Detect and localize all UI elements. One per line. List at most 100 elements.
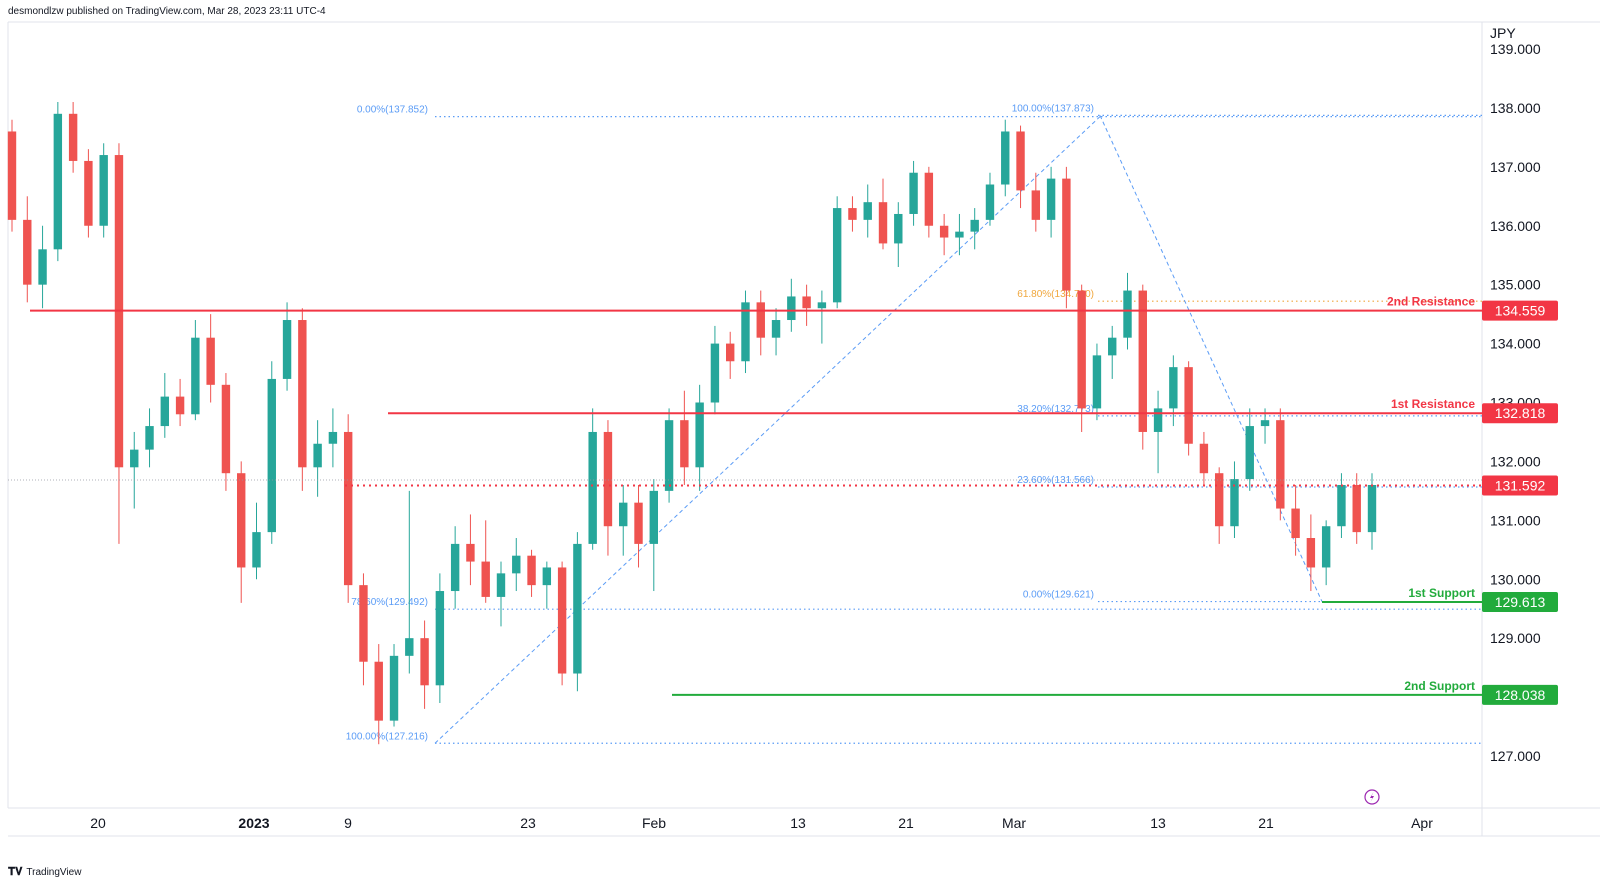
candle-body	[1046, 178, 1056, 220]
candle-body	[1062, 178, 1071, 291]
price-axis[interactable]: 127.000128.000129.000130.000131.000132.0…	[1490, 41, 1541, 764]
fib-level-label: 61.80%(134.720)	[1017, 289, 1094, 300]
candle-body	[1230, 479, 1239, 527]
candle-body	[664, 420, 674, 491]
currency-label: JPY	[1490, 25, 1516, 41]
candle-body	[1169, 367, 1178, 409]
candle-body	[985, 184, 995, 220]
price-label-badge	[1482, 592, 1558, 613]
candle-body	[53, 113, 63, 250]
price-tick-label: 129.000	[1490, 630, 1541, 646]
time-tick-label: Mar	[1002, 815, 1026, 831]
price-tick-label: 135.000	[1490, 277, 1541, 293]
candle-body	[221, 384, 231, 474]
candle-body	[389, 655, 399, 721]
price-label-text: 128.038	[1495, 687, 1546, 703]
publish-info: desmondlzw published on TradingView.com,…	[8, 6, 326, 17]
price-label-badge	[1482, 475, 1558, 496]
candle-body	[145, 426, 154, 450]
time-tick-label: 23	[520, 815, 536, 831]
level-name-label: 1st Resistance	[1391, 397, 1475, 411]
candle-body	[267, 378, 276, 533]
candle-body	[955, 231, 964, 238]
candle-body	[1153, 408, 1163, 432]
price-tick-label: 132.000	[1490, 453, 1541, 469]
time-tick-label: 13	[1150, 815, 1166, 831]
candle-body	[512, 555, 521, 574]
time-tick-label: 9	[344, 815, 352, 831]
price-label-text: 134.559	[1495, 303, 1546, 319]
tradingview-logo-text: TradingView	[26, 867, 82, 878]
candle-body	[1199, 443, 1209, 474]
fib-level-label: 0.00%(129.621)	[1023, 590, 1094, 601]
candle-body	[450, 543, 460, 592]
price-tick-label: 139.000	[1490, 41, 1541, 57]
footer[interactable]: 𝐓𝐕 TradingView	[8, 866, 81, 879]
candle-body	[863, 202, 872, 220]
candle-body	[603, 431, 613, 527]
tradingview-logo-icon: 𝐓𝐕	[8, 866, 23, 878]
candle-body	[680, 420, 689, 468]
fib-level-label: 100.00%(127.216)	[346, 731, 428, 742]
candle-body	[1276, 420, 1285, 509]
price-tick-label: 134.000	[1490, 336, 1541, 352]
fib-level-label: 0.00%(137.852)	[357, 105, 428, 116]
candle-body	[481, 561, 490, 597]
candle-body	[1138, 290, 1147, 432]
lightning-icon[interactable]	[1364, 789, 1380, 805]
candle-body	[343, 431, 353, 586]
candle-body	[970, 219, 979, 232]
candle-body	[313, 443, 322, 468]
candle-body	[741, 302, 750, 362]
candle-body	[1260, 420, 1270, 427]
candle-body	[817, 302, 827, 309]
candle-body	[298, 320, 307, 468]
candle-body	[1092, 355, 1102, 409]
candle-body	[527, 555, 536, 586]
price-label-text: 131.592	[1495, 477, 1546, 493]
fib-level-label: 78.60%(129.492)	[351, 597, 428, 608]
time-tick-label: 21	[898, 815, 914, 831]
fib-trend-line	[1099, 115, 1323, 602]
candle-body	[23, 219, 32, 285]
candle-body	[1001, 131, 1010, 185]
candle-body	[924, 172, 934, 226]
time-tick-label: Apr	[1411, 815, 1433, 831]
candle-body	[1031, 190, 1041, 220]
candle-body	[99, 155, 108, 226]
candle-body	[1291, 508, 1300, 539]
price-tick-label: 136.000	[1490, 218, 1541, 234]
candle-body	[206, 337, 215, 385]
time-axis[interactable]: 20 2023 9 23 Feb 13 21 Mar 13 21 Apr	[90, 815, 1433, 831]
price-tick-label: 138.000	[1490, 100, 1541, 116]
candle-body	[374, 661, 383, 721]
level-name-label: 2nd Support	[1404, 679, 1475, 693]
level-name-label: 2nd Resistance	[1387, 295, 1475, 309]
support-resistance-levels: 2nd Resistance 134.559 1st Resistance 132.8…	[30, 295, 1558, 705]
fib-trend-line	[434, 116, 1101, 744]
candlestick-series	[7, 102, 1377, 745]
candle-body	[1245, 426, 1254, 480]
candle-body	[909, 172, 918, 214]
price-label-badge	[1482, 300, 1558, 321]
candle-body	[649, 490, 658, 544]
candle-body	[939, 225, 949, 238]
candle-body	[1367, 484, 1377, 533]
candle-body	[787, 296, 796, 321]
candle-body	[84, 160, 93, 226]
candle-body	[726, 343, 735, 362]
candle-body	[848, 208, 857, 220]
candle-body	[1352, 484, 1361, 533]
candle-body	[130, 449, 139, 468]
candle-body	[771, 320, 781, 338]
price-label-badge	[1482, 403, 1558, 424]
candle-body	[557, 567, 567, 674]
fib-level-label: 100.00%(137.873)	[1012, 103, 1094, 114]
time-tick-label: 21	[1258, 815, 1274, 831]
candle-body	[175, 396, 185, 415]
time-tick-label: 2023	[238, 815, 269, 831]
candle-body	[420, 638, 429, 686]
candle-body	[1108, 337, 1117, 356]
price-label-text: 129.613	[1495, 594, 1546, 610]
